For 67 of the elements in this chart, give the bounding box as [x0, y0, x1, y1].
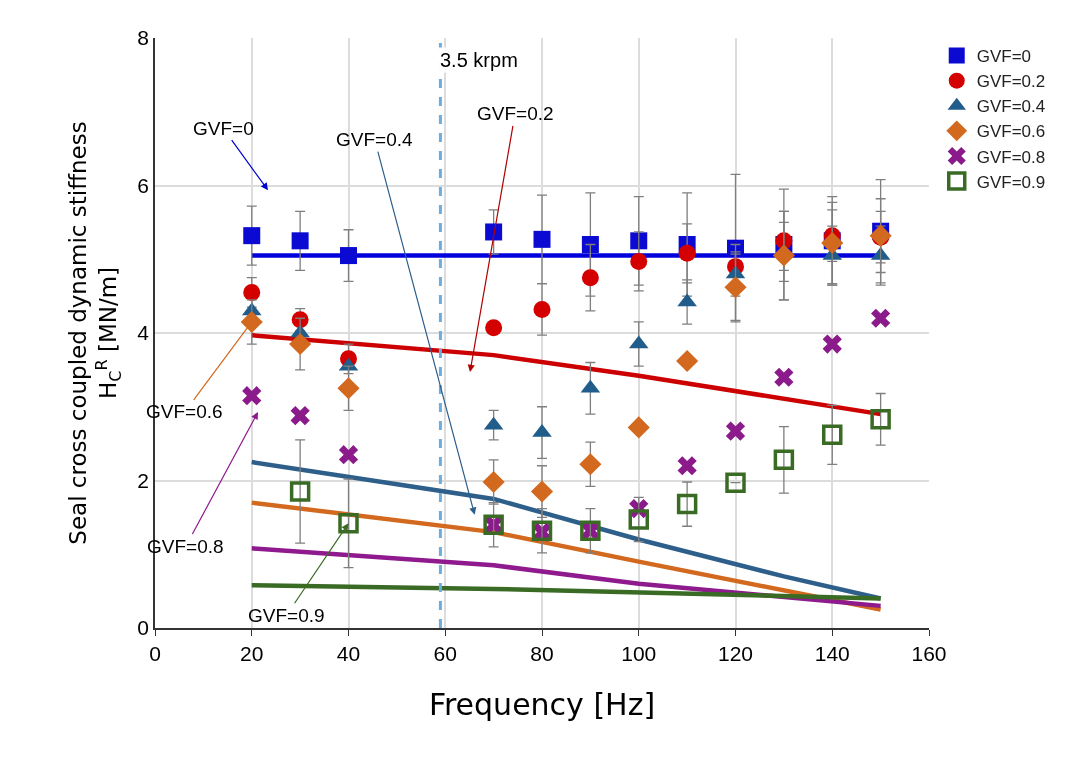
legend-label: GVF=0	[976, 47, 1032, 67]
point	[871, 308, 891, 328]
point	[628, 509, 649, 530]
point	[870, 409, 891, 430]
point	[243, 227, 261, 245]
point	[676, 493, 698, 515]
point	[242, 386, 262, 406]
point	[337, 377, 360, 400]
point	[338, 513, 359, 534]
x-tick-label: 160	[911, 641, 947, 665]
point	[533, 300, 551, 318]
annotation: GVF=0.4	[336, 129, 413, 150]
point	[822, 424, 843, 446]
x-tick-label: 140	[814, 641, 850, 665]
point	[627, 416, 650, 439]
y-tick-label: 0	[137, 616, 150, 640]
legend-label: GVF=0.8	[976, 147, 1046, 167]
point	[869, 224, 892, 247]
point	[676, 349, 699, 373]
x-axis-title: Frequency [Hz]	[428, 686, 656, 722]
point	[289, 333, 312, 356]
point	[530, 480, 554, 503]
point	[340, 247, 357, 265]
point	[774, 367, 794, 387]
point	[338, 445, 359, 465]
point	[533, 230, 551, 248]
y-tick-label: 8	[137, 26, 150, 50]
y-tick-label: 4	[137, 321, 150, 345]
point	[630, 252, 648, 270]
x-tick-label: 40	[336, 641, 361, 665]
point	[482, 470, 505, 494]
point	[630, 232, 648, 250]
x-tick-label: 80	[530, 641, 554, 665]
point	[773, 449, 795, 471]
y-tick-label: 2	[137, 468, 150, 492]
point	[243, 283, 261, 301]
point	[289, 481, 311, 502]
point	[485, 319, 503, 337]
point	[240, 310, 263, 333]
point	[724, 276, 747, 299]
point	[581, 236, 599, 253]
legend-label: GVF=0.6	[976, 122, 1046, 142]
annotation: GVF=0	[193, 118, 254, 139]
point	[822, 334, 842, 354]
y-tick-label: 6	[137, 173, 150, 197]
point	[290, 405, 310, 426]
legend-label: GVF=0.4	[976, 97, 1046, 117]
annotation: GVF=0.9	[248, 605, 325, 626]
point	[678, 244, 696, 262]
point	[725, 421, 746, 441]
point	[821, 231, 844, 255]
x-tick-label: 60	[433, 641, 457, 665]
point	[772, 244, 795, 267]
annotation: GVF=0.2	[477, 103, 554, 124]
point	[677, 456, 697, 476]
legend-label: GVF=0.9	[976, 172, 1046, 192]
point	[581, 269, 599, 287]
point	[485, 223, 503, 241]
legend-label: GVF=0.2	[976, 72, 1046, 92]
point	[291, 232, 309, 250]
x-tick-label: 100	[621, 641, 657, 665]
x-tick-label: 20	[240, 641, 264, 665]
ref-line-label: 3.5 krpm	[440, 49, 518, 71]
x-tick-label: 120	[717, 641, 754, 665]
point	[579, 453, 602, 476]
point	[677, 293, 697, 307]
point	[725, 472, 746, 493]
